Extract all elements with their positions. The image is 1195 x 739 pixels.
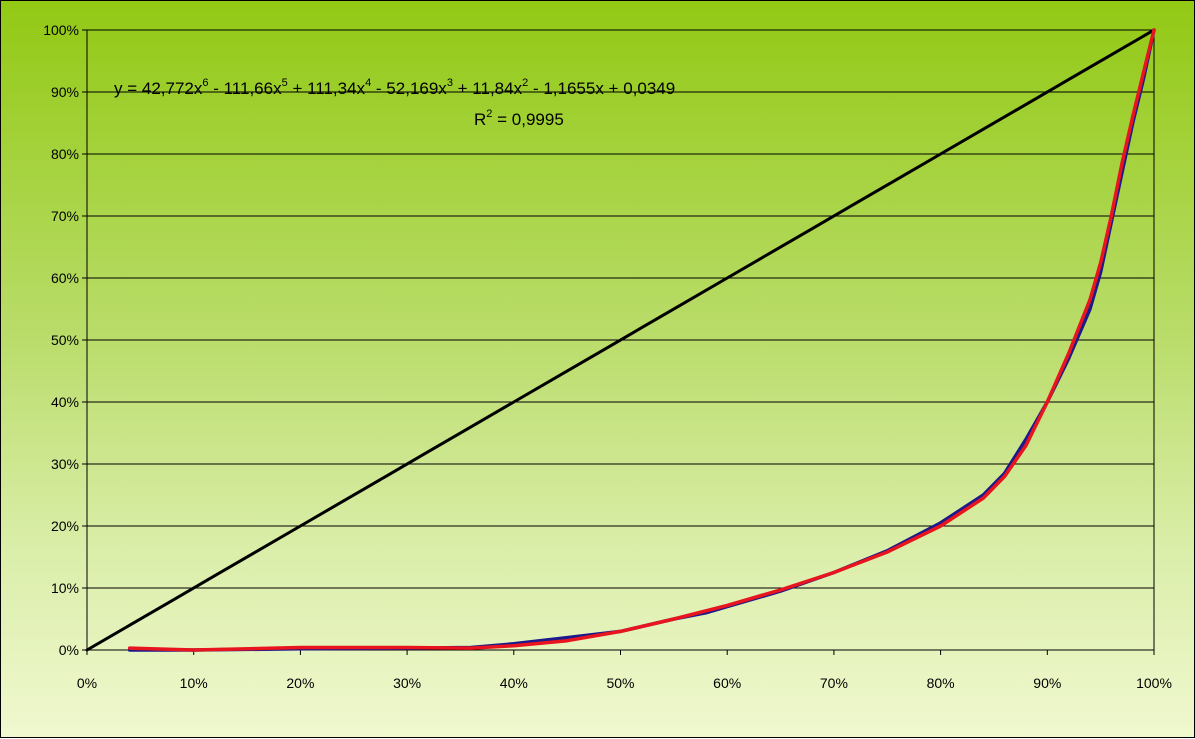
r-squared-label: R2 = 0,9995 [474,108,564,129]
y-tick-label: 60% [51,270,79,286]
x-tick-label: 50% [606,675,634,691]
y-tick-label: 0% [59,642,79,658]
y-tick-label: 20% [51,518,79,534]
y-tick-label: 100% [43,22,79,38]
y-tick-label: 30% [51,456,79,472]
y-tick-label: 90% [51,84,79,100]
x-axis-ticks: 0% 10% 20% 30% 40% 50% 60% 70% 80% 90% 100% [77,650,1172,691]
x-tick-label: 30% [393,675,421,691]
x-tick-label: 20% [286,675,314,691]
x-tick-label: 0% [77,675,97,691]
y-tick-label: 80% [51,146,79,162]
x-tick-label: 40% [500,675,528,691]
x-tick-label: 80% [927,675,955,691]
y-tick-label: 70% [51,208,79,224]
y-tick-label: 40% [51,394,79,410]
y-tick-label: 10% [51,580,79,596]
y-tick-label: 50% [51,332,79,348]
x-tick-label: 10% [180,675,208,691]
x-tick-label: 100% [1136,675,1172,691]
y-axis-ticks: 0% 10% 20% 30% 40% 50% 60% 70% 80% 90% 100% [43,22,87,658]
x-tick-label: 90% [1033,675,1061,691]
x-tick-label: 70% [820,675,848,691]
x-tick-label: 60% [713,675,741,691]
trendline-equation: y = 42,772x6 - 111,66x5 + 111,34x4 - 52,… [114,77,675,98]
